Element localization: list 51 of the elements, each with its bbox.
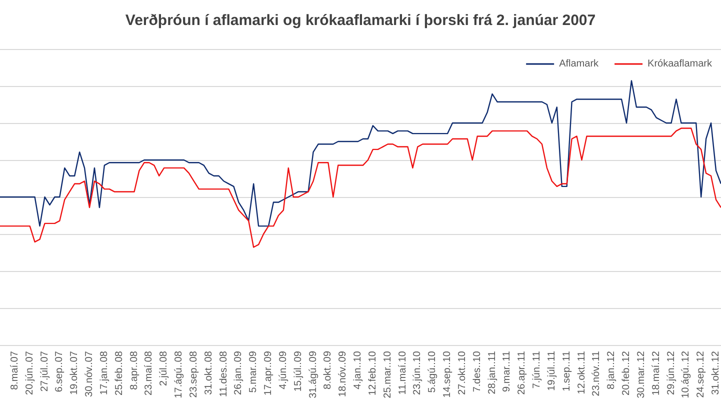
x-tick-label: 12.okt..11 — [576, 350, 588, 394]
x-tick-label: 30.mar..12 — [636, 350, 647, 398]
x-tick-label: 29.jún..12 — [666, 350, 677, 395]
x-tick-label: 4.jan..10 — [352, 350, 364, 390]
x-tick-label: 30.nóv..07 — [84, 350, 95, 397]
x-tick-label: 8.apr..08 — [128, 350, 140, 390]
x-tick-label: 26.jan..09 — [233, 350, 244, 395]
x-tick-label: 11.maí.10 — [397, 350, 408, 395]
x-tick-label: 26.apr..11 — [516, 350, 528, 395]
x-tick-label: 1.sep..11 — [561, 350, 572, 392]
x-tick-label: 6.sep..07 — [54, 350, 66, 392]
x-tick-label: 11.des..08 — [218, 350, 230, 397]
x-tick-label: 24.sep..12 — [696, 350, 707, 398]
chart-title: Verðþróun í aflamarki og krókaaflamarki í þorski frá 2. janúar 2007 — [125, 12, 596, 29]
x-tick-label: 8.maí.07 — [9, 350, 20, 390]
x-tick-label: 20.jún..07 — [24, 350, 36, 395]
x-tick-label: 28.jan..11 — [486, 350, 498, 394]
x-tick-label: 31.ágú..09 — [308, 350, 319, 398]
x-tick-label: 20.feb..12 — [621, 350, 632, 396]
x-tick-label: 23.sep..08 — [188, 350, 200, 398]
x-tick-label: 19.okt..07 — [69, 350, 80, 395]
x-tick-label: 25.mar..10 — [382, 350, 394, 398]
x-tick-label: 7.des..10 — [472, 350, 483, 392]
legend-label: Aflamark — [559, 58, 600, 70]
x-tick-label: 31.okt..12 — [710, 350, 721, 395]
x-tick-label: 2.júl..08 — [158, 350, 170, 386]
x-tick-label: 23.nóv..11 — [591, 350, 602, 396]
x-tick-label: 9.mar..11 — [502, 350, 513, 392]
x-tick-label: 15.júl..09 — [292, 350, 304, 392]
x-tick-label: 27.júl..07 — [39, 350, 50, 392]
x-tick-label: 27.okt..10 — [456, 350, 468, 395]
x-tick-label: 18.maí.12 — [650, 350, 662, 396]
x-tick-label: 7.jún..11 — [532, 350, 542, 389]
legend-label: Krókaaflamark — [648, 58, 713, 70]
x-tick-label: 17.ágú..08 — [174, 350, 184, 398]
x-tick-label: 14.sep..10 — [442, 350, 453, 398]
x-tick-label: 23.maí.08 — [144, 350, 155, 396]
x-tick-label: 4.jún..09 — [278, 350, 289, 390]
x-tick-label: 10.ágú..12 — [680, 350, 692, 398]
x-tick-label: 17.jan..08 — [98, 350, 110, 395]
x-tick-label: 31.okt..08 — [203, 350, 214, 395]
x-tick-label: 5.ágú..10 — [427, 350, 438, 393]
x-tick-label: 18.nóv..09 — [338, 350, 349, 397]
x-tick-label: 12.feb..10 — [367, 350, 378, 396]
x-tick-label: 23.jún..10 — [412, 350, 424, 395]
x-tick-label: 8.jan..12 — [606, 350, 618, 390]
x-tick-label: 19.júl..11 — [546, 350, 558, 391]
x-tick-label: 5.mar..09 — [248, 350, 260, 393]
x-tick-label: 17.apr..09 — [263, 350, 274, 396]
x-tick-label: 25.feb..08 — [114, 350, 125, 396]
x-tick-label: 8.okt..09 — [322, 350, 334, 390]
